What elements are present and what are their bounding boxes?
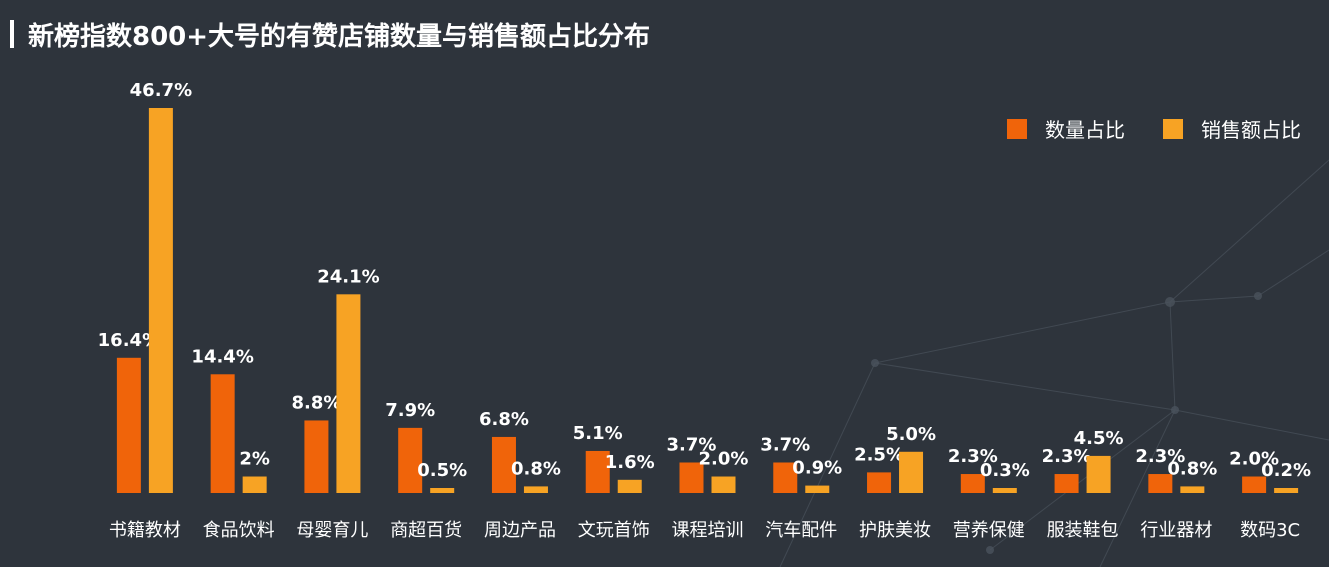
legend-swatch-sales (1163, 118, 1183, 139)
sales-value-label-1: 2% (239, 449, 270, 470)
sales-bar-6 (711, 476, 736, 493)
sales-value-label-6: 2.0% (699, 449, 749, 470)
count-value-label-10: 2.3% (1042, 446, 1092, 467)
count-bar-11 (1148, 474, 1173, 493)
sales-value-label-11: 0.8% (1167, 458, 1217, 479)
sales-bar-10 (1086, 455, 1111, 493)
legend-label-sales: 销售额占比 (1201, 118, 1301, 142)
title-accent-bar (10, 20, 14, 48)
sales-bar-0 (148, 108, 173, 493)
sales-bar-7 (805, 485, 830, 493)
count-bar-8 (867, 472, 892, 493)
sales-value-label-7: 0.9% (792, 458, 842, 479)
category-label-6: 课程培训 (672, 520, 744, 541)
category-label-7: 汽车配件 (765, 520, 837, 541)
count-value-label-5: 5.1% (573, 423, 623, 444)
legend-swatch-count (1007, 118, 1027, 139)
count-value-label-0: 16.4% (98, 330, 160, 351)
category-label-8: 护肤美妆 (859, 520, 931, 541)
count-value-label-4: 6.8% (479, 409, 529, 430)
sales-value-label-2: 24.1% (317, 266, 379, 287)
count-bar-7 (773, 462, 798, 493)
sales-value-label-4: 0.8% (511, 458, 561, 479)
count-bar-1 (210, 374, 235, 493)
sales-value-label-9: 0.3% (980, 460, 1030, 481)
category-label-2: 母婴育儿 (296, 520, 368, 541)
category-label-12: 数码3C (1240, 520, 1300, 541)
sales-bar-1 (242, 476, 267, 493)
count-bar-6 (679, 462, 704, 493)
category-label-0: 书籍教材 (109, 520, 181, 541)
category-label-3: 商超百货 (390, 520, 462, 541)
sales-value-label-5: 1.6% (605, 452, 655, 473)
sales-bar-2 (336, 294, 361, 493)
legend-item-count: 数量占比 (1007, 114, 1125, 143)
sales-value-label-8: 5.0% (886, 424, 936, 445)
category-label-4: 周边产品 (484, 520, 556, 541)
sales-value-label-3: 0.5% (417, 460, 467, 481)
sales-bar-5 (617, 479, 642, 493)
count-value-label-9: 2.3% (948, 446, 998, 467)
count-bar-0 (116, 357, 141, 493)
count-value-label-11: 2.3% (1135, 446, 1185, 467)
count-value-label-12: 2.0% (1229, 449, 1279, 470)
count-bar-9 (960, 474, 985, 493)
legend-label-count: 数量占比 (1045, 118, 1125, 142)
chart-title: 新榜指数800+大号的有赞店铺数量与销售额占比分布 (28, 22, 651, 52)
sales-bar-8 (899, 451, 924, 493)
sales-value-label-10: 4.5% (1074, 428, 1124, 449)
chart-legend: 数量占比 销售额占比 (969, 114, 1301, 143)
sales-value-label-12: 0.2% (1261, 460, 1311, 481)
category-label-1: 食品饮料 (203, 520, 275, 541)
sales-value-label-0: 46.7% (130, 80, 192, 101)
sales-bar-11 (1180, 486, 1205, 493)
sales-bar-3 (430, 488, 455, 493)
count-bar-10 (1054, 474, 1079, 493)
count-bar-3 (398, 427, 423, 493)
count-value-label-6: 3.7% (667, 434, 717, 455)
sales-bar-4 (523, 486, 548, 493)
count-value-label-7: 3.7% (760, 434, 810, 455)
count-bar-5 (585, 450, 610, 493)
legend-item-sales: 销售额占比 (1163, 114, 1301, 143)
category-label-10: 服装鞋包 (1047, 520, 1119, 541)
sales-bar-9 (992, 488, 1017, 493)
category-label-9: 营养保健 (953, 520, 1025, 541)
count-bar-12 (1242, 476, 1267, 493)
sales-bar-12 (1274, 488, 1299, 493)
category-label-11: 行业器材 (1140, 520, 1212, 541)
category-label-5: 文玩首饰 (578, 520, 650, 541)
count-value-label-1: 14.4% (191, 346, 253, 367)
count-value-label-3: 7.9% (385, 400, 435, 421)
count-value-label-8: 2.5% (854, 444, 904, 465)
count-bar-4 (491, 436, 516, 493)
count-value-label-2: 8.8% (291, 392, 341, 413)
count-bar-2 (304, 420, 329, 493)
